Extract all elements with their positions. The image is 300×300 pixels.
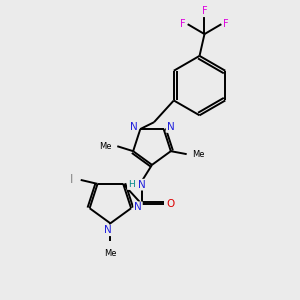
Text: Me: Me bbox=[193, 150, 205, 159]
Text: Me: Me bbox=[99, 142, 111, 151]
Text: N: N bbox=[167, 122, 174, 132]
Text: O: O bbox=[167, 200, 175, 209]
Text: H: H bbox=[128, 180, 135, 189]
Text: F: F bbox=[224, 19, 229, 29]
Text: N: N bbox=[103, 225, 111, 235]
Text: F: F bbox=[202, 6, 207, 16]
Text: F: F bbox=[180, 19, 185, 29]
Text: N: N bbox=[134, 202, 142, 212]
Text: N: N bbox=[138, 180, 146, 190]
Text: I: I bbox=[70, 173, 74, 186]
Text: Me: Me bbox=[104, 249, 117, 258]
Text: N: N bbox=[130, 122, 137, 132]
